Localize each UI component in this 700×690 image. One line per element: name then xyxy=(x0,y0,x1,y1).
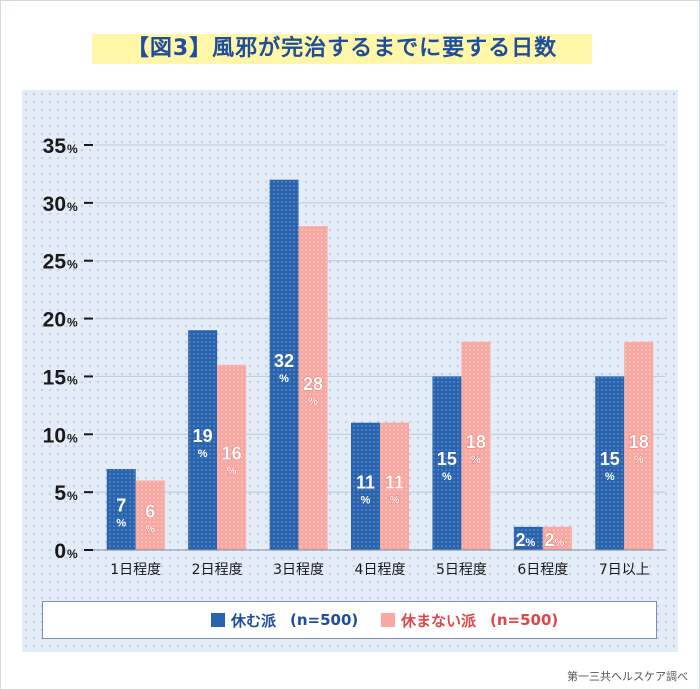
y-tick-unit: % xyxy=(67,431,78,445)
plot-background xyxy=(22,90,678,652)
bar-rest xyxy=(106,469,136,550)
x-tick-label: 6日程度 xyxy=(517,562,568,578)
value-label-norest: 6% xyxy=(145,501,155,535)
value-label-rest: 15% xyxy=(437,449,457,483)
y-tick-unit: % xyxy=(67,200,78,214)
y-tick-label: 10 xyxy=(43,424,66,447)
value-label-norest: 2% xyxy=(544,530,564,550)
value-label-rest: 7% xyxy=(116,496,126,530)
legend-n-norest: (n=500) xyxy=(490,611,559,629)
y-tick-label: 0 xyxy=(54,540,66,563)
value-label-norest: 18% xyxy=(466,432,486,466)
x-tick-label: 4日程度 xyxy=(355,562,406,578)
y-tick-label: 15 xyxy=(43,366,67,389)
value-label-rest: 11% xyxy=(356,472,375,506)
y-tick-label: 20 xyxy=(43,309,66,332)
y-tick-unit: % xyxy=(67,316,78,330)
bar-norest xyxy=(380,422,409,550)
x-tick-label: 1日程度 xyxy=(110,562,161,578)
source-note: 第一三共ヘルスケア調べ xyxy=(567,670,688,683)
legend-swatch-rest xyxy=(211,613,225,627)
y-tick-label: 35 xyxy=(43,135,67,158)
y-tick-unit: % xyxy=(67,258,78,272)
value-label-norest: 16% xyxy=(222,443,242,477)
value-label-norest: 11% xyxy=(385,472,404,506)
x-tick-label: 5日程度 xyxy=(436,562,487,578)
legend-n-rest: (n=500) xyxy=(290,611,359,629)
y-tick-label: 30 xyxy=(43,193,66,216)
bar-norest xyxy=(624,341,654,550)
value-label-rest: 19% xyxy=(193,426,213,460)
legend-swatch-norest xyxy=(381,613,395,627)
value-label-rest: 2% xyxy=(515,530,535,550)
value-label-norest: 28% xyxy=(303,374,323,408)
legend-label-rest: 休む派 xyxy=(231,611,277,630)
bar-norest xyxy=(542,526,572,550)
x-tick-label: 3日程度 xyxy=(273,562,324,578)
bar-rest xyxy=(188,330,218,550)
bar-norest xyxy=(217,364,247,550)
y-tick-unit: % xyxy=(67,489,78,503)
bar-rest xyxy=(269,179,299,550)
legend: 休む派 (n=500) 休まない派 (n=500) xyxy=(42,601,657,639)
bar-rest xyxy=(351,422,380,550)
y-tick-unit: % xyxy=(67,547,78,561)
x-tick-label: 7日以上 xyxy=(599,562,650,578)
bar-norest xyxy=(298,226,328,550)
bar-rest xyxy=(513,526,543,550)
bar-rest xyxy=(595,376,625,550)
legend-label-norest: 休まない派 xyxy=(401,611,477,630)
bar-norest xyxy=(461,341,491,550)
title-highlight xyxy=(92,34,592,64)
bar-rest xyxy=(432,376,462,550)
chart-title: 【図3】風邪が完治するまでに要する日数 xyxy=(126,36,558,61)
y-tick-unit: % xyxy=(67,373,78,387)
legend-item-rest: 休む派 (n=500) xyxy=(211,602,358,638)
legend-item-norest: 休まない派 (n=500) xyxy=(381,602,558,638)
value-label-norest: 18% xyxy=(629,432,649,466)
bar-norest xyxy=(135,480,165,550)
value-label-rest: 15% xyxy=(600,449,620,483)
x-tick-label: 2日程度 xyxy=(192,562,243,578)
value-label-rest: 32% xyxy=(274,351,294,385)
y-tick-label: 5 xyxy=(54,482,66,505)
y-tick-unit: % xyxy=(67,142,78,156)
y-tick-label: 25 xyxy=(43,251,67,274)
